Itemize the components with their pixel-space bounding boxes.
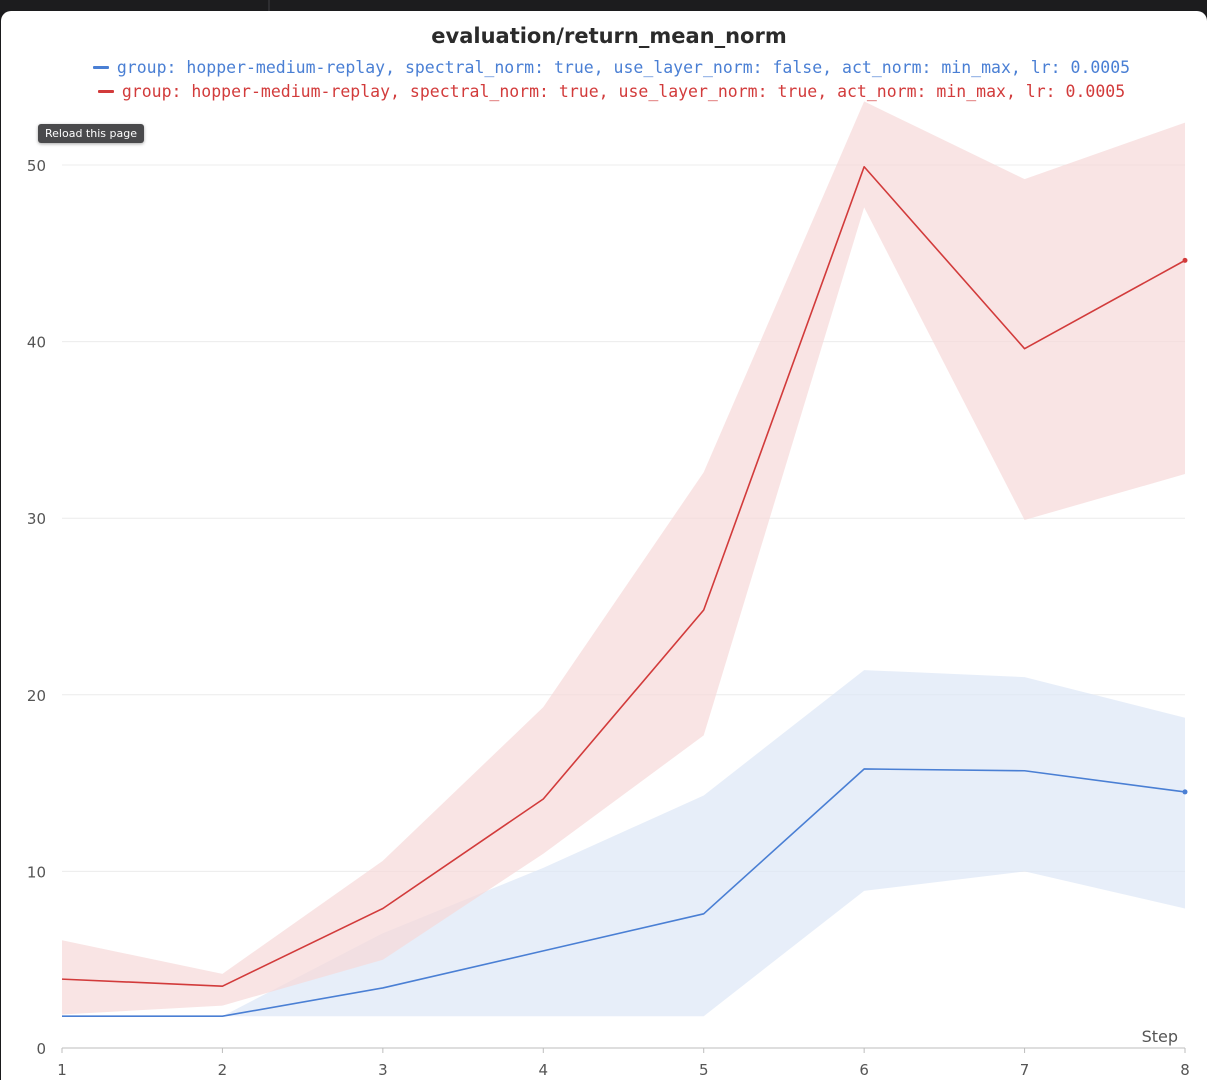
legend-item-series-1[interactable]: group: hopper-medium-replay, spectral_no… xyxy=(16,55,1207,79)
x-tick-label-2: 2 xyxy=(218,1061,228,1079)
legend: group: hopper-medium-replay, spectral_no… xyxy=(0,55,1207,103)
x-axis-title: Step xyxy=(1142,1027,1178,1046)
x-tick-label-1: 1 xyxy=(57,1061,67,1079)
legend-label-series-2: group: hopper-medium-replay, spectral_no… xyxy=(121,81,1126,101)
legend-swatch-series-1 xyxy=(92,65,109,69)
x-tick-label-3: 3 xyxy=(378,1061,388,1079)
y-tick-label-50: 50 xyxy=(27,157,46,175)
chart-title: evaluation/return_mean_norm xyxy=(431,24,787,48)
y-tick-label-40: 40 xyxy=(27,334,46,352)
legend-swatch-series-2 xyxy=(97,89,114,93)
y-tick-label-30: 30 xyxy=(27,510,46,528)
legend-item-series-2[interactable]: group: hopper-medium-replay, spectral_no… xyxy=(16,79,1207,103)
series-line-1[interactable] xyxy=(62,768,1186,1018)
series-end-point-2[interactable] xyxy=(1182,257,1188,263)
confidence-band-series-1 xyxy=(62,670,1185,1017)
legend-label-series-1: group: hopper-medium-replay, spectral_no… xyxy=(116,57,1131,77)
x-tick-label-5: 5 xyxy=(699,1061,709,1079)
top-divider xyxy=(268,0,270,12)
y-tick-label-20: 20 xyxy=(27,687,46,705)
reload-page-tooltip[interactable]: Reload this page xyxy=(38,124,144,143)
y-tick-label-0: 0 xyxy=(36,1040,46,1058)
x-tick-label-8: 8 xyxy=(1180,1061,1190,1079)
confidence-band-series-2 xyxy=(62,101,1185,1015)
series-line-2[interactable] xyxy=(61,165,1186,987)
top-strip xyxy=(0,0,1207,12)
x-tick-label-4: 4 xyxy=(539,1061,549,1079)
series-end-point-1[interactable] xyxy=(1182,789,1188,795)
x-tick-label-6: 6 xyxy=(859,1061,869,1079)
x-tick-label-7: 7 xyxy=(1020,1061,1030,1079)
y-tick-label-10: 10 xyxy=(27,863,46,881)
